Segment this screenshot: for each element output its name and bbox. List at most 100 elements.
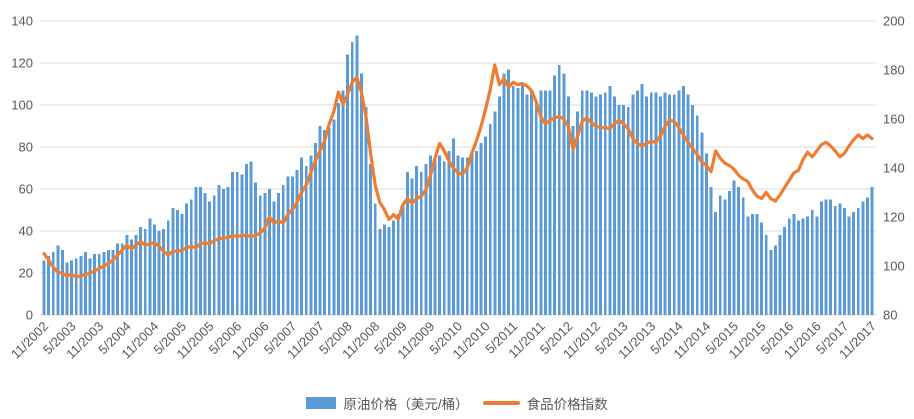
oil-price-bar[interactable] bbox=[796, 220, 800, 316]
oil-price-bar[interactable] bbox=[819, 201, 823, 315]
oil-price-bar[interactable] bbox=[474, 151, 478, 315]
oil-price-bar[interactable] bbox=[171, 207, 175, 315]
oil-price-bar[interactable] bbox=[732, 180, 736, 315]
oil-price-bar[interactable] bbox=[543, 90, 547, 315]
oil-price-bar[interactable] bbox=[415, 165, 419, 315]
oil-price-bar[interactable] bbox=[341, 90, 345, 315]
oil-price-bar[interactable] bbox=[539, 90, 543, 315]
oil-price-bar[interactable] bbox=[562, 73, 566, 316]
oil-price-bar[interactable] bbox=[231, 172, 235, 315]
oil-price-bar[interactable] bbox=[60, 249, 64, 315]
oil-price-bar[interactable] bbox=[511, 86, 515, 315]
oil-price-bar[interactable] bbox=[695, 115, 699, 316]
oil-price-bar[interactable] bbox=[254, 182, 258, 315]
oil-price-bar[interactable] bbox=[654, 92, 658, 316]
oil-price-bar[interactable] bbox=[162, 228, 166, 315]
oil-price-bar[interactable] bbox=[290, 176, 294, 315]
oil-price-bar[interactable] bbox=[79, 256, 83, 315]
oil-price-bar[interactable] bbox=[401, 203, 405, 315]
oil-price-bar[interactable] bbox=[152, 224, 156, 315]
oil-price-bar[interactable] bbox=[129, 239, 133, 315]
oil-price-bar[interactable] bbox=[180, 214, 184, 315]
oil-price-bar[interactable] bbox=[88, 258, 92, 315]
oil-price-bar[interactable] bbox=[856, 207, 860, 315]
oil-price-bar[interactable] bbox=[810, 210, 814, 315]
oil-price-bar[interactable] bbox=[111, 249, 115, 315]
oil-price-bar[interactable] bbox=[134, 235, 138, 315]
oil-price-bar[interactable] bbox=[677, 90, 681, 315]
oil-price-bar[interactable] bbox=[392, 220, 396, 316]
oil-price-bar[interactable] bbox=[300, 157, 304, 316]
oil-price-bar[interactable] bbox=[672, 94, 676, 316]
oil-price-bar[interactable] bbox=[373, 203, 377, 315]
oil-price-bar[interactable] bbox=[714, 212, 718, 315]
oil-price-bar[interactable] bbox=[332, 119, 336, 315]
oil-price-bar[interactable] bbox=[70, 260, 74, 315]
oil-price-bar[interactable] bbox=[622, 105, 626, 315]
oil-price-bar[interactable] bbox=[704, 153, 708, 315]
oil-price-bar[interactable] bbox=[700, 132, 704, 315]
oil-price-bar[interactable] bbox=[663, 92, 667, 316]
oil-price-bar[interactable] bbox=[773, 245, 777, 315]
oil-price-bar[interactable] bbox=[507, 69, 511, 315]
oil-price-bar[interactable] bbox=[456, 155, 460, 315]
oil-price-bar[interactable] bbox=[125, 235, 129, 315]
oil-price-bar[interactable] bbox=[865, 197, 869, 315]
oil-price-bar[interactable] bbox=[658, 96, 662, 315]
oil-price-bar[interactable] bbox=[727, 191, 731, 315]
oil-price-bar[interactable] bbox=[824, 199, 828, 316]
oil-price-bar[interactable] bbox=[97, 254, 101, 315]
oil-price-bar[interactable] bbox=[226, 186, 230, 315]
oil-price-bar[interactable] bbox=[447, 151, 451, 315]
oil-price-bar[interactable] bbox=[525, 94, 529, 316]
oil-price-bar[interactable] bbox=[438, 155, 442, 315]
oil-price-bar[interactable] bbox=[516, 88, 520, 315]
oil-price-bar[interactable] bbox=[585, 90, 589, 315]
oil-price-bar[interactable] bbox=[534, 100, 538, 315]
oil-price-bar[interactable] bbox=[281, 184, 285, 315]
oil-price-bar[interactable] bbox=[65, 262, 69, 316]
oil-price-bar[interactable] bbox=[764, 235, 768, 315]
oil-price-bar[interactable] bbox=[74, 258, 78, 315]
oil-price-bar[interactable] bbox=[189, 199, 193, 316]
oil-price-bar[interactable] bbox=[589, 92, 593, 316]
oil-price-bar[interactable] bbox=[350, 42, 354, 315]
oil-price-bar[interactable] bbox=[833, 205, 837, 315]
oil-price-bar[interactable] bbox=[645, 96, 649, 315]
oil-price-bar[interactable] bbox=[166, 220, 170, 316]
oil-price-bar[interactable] bbox=[378, 228, 382, 315]
oil-price-bar[interactable] bbox=[157, 231, 161, 315]
oil-price-bar[interactable] bbox=[838, 203, 842, 315]
oil-price-bar[interactable] bbox=[203, 193, 207, 315]
oil-price-bar[interactable] bbox=[433, 159, 437, 315]
oil-price-bar[interactable] bbox=[327, 128, 331, 315]
oil-price-bar[interactable] bbox=[405, 172, 409, 315]
oil-price-bar[interactable] bbox=[746, 216, 750, 315]
oil-price-bar[interactable] bbox=[787, 218, 791, 315]
oil-price-bar[interactable] bbox=[548, 90, 552, 315]
oil-price-bar[interactable] bbox=[346, 54, 350, 315]
oil-price-bar[interactable] bbox=[769, 249, 773, 315]
oil-price-bar[interactable] bbox=[842, 207, 846, 315]
oil-price-bar[interactable] bbox=[198, 186, 202, 315]
oil-price-bar[interactable] bbox=[116, 243, 120, 315]
oil-price-bar[interactable] bbox=[755, 214, 759, 315]
oil-price-bar[interactable] bbox=[442, 161, 446, 315]
oil-price-bar[interactable] bbox=[185, 203, 189, 315]
oil-price-bar[interactable] bbox=[640, 84, 644, 315]
oil-price-bar[interactable] bbox=[599, 94, 603, 316]
oil-price-bar[interactable] bbox=[451, 138, 455, 315]
oil-price-bar[interactable] bbox=[323, 130, 327, 315]
oil-price-bar[interactable] bbox=[120, 243, 124, 315]
oil-price-bar[interactable] bbox=[470, 153, 474, 315]
oil-price-bar[interactable] bbox=[829, 199, 833, 316]
oil-price-bar[interactable] bbox=[387, 226, 391, 315]
oil-price-bar[interactable] bbox=[626, 107, 630, 315]
oil-price-bar[interactable] bbox=[815, 216, 819, 315]
oil-price-bar[interactable] bbox=[861, 201, 865, 315]
oil-price-bar[interactable] bbox=[750, 214, 754, 315]
oil-price-bar[interactable] bbox=[175, 210, 179, 315]
oil-price-bar[interactable] bbox=[520, 84, 524, 315]
oil-price-bar[interactable] bbox=[484, 136, 488, 316]
oil-price-bar[interactable] bbox=[359, 73, 363, 316]
